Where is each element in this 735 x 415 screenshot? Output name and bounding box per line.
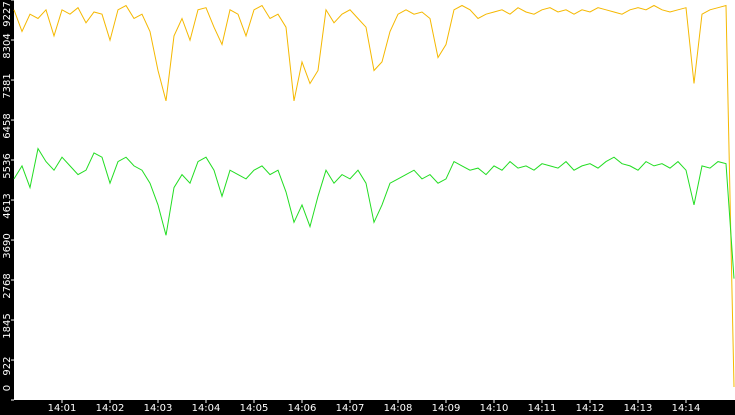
- y-tick-label: 922: [2, 356, 13, 375]
- x-tick-label: 14:03: [144, 403, 173, 414]
- y-tick-label: 8304: [2, 33, 13, 58]
- y-tick-label: 1845: [2, 313, 13, 338]
- y-tick-label: 5536: [2, 153, 13, 178]
- x-tick-label: 14:09: [432, 403, 461, 414]
- y-tick-label: 0: [2, 385, 13, 391]
- x-tick-label: 14:11: [528, 403, 557, 414]
- y-tick-label: 2768: [2, 273, 13, 298]
- x-tick-label: 14:10: [480, 403, 509, 414]
- x-tick-label: 14:12: [576, 403, 605, 414]
- y-axis-strip: [0, 0, 14, 415]
- series-line: [13, 4, 735, 388]
- series-line: [13, 147, 735, 279]
- y-tick-label: 9227: [2, 1, 13, 26]
- y-tick-label: 3690: [2, 233, 13, 258]
- x-tick-label: 14:08: [384, 403, 413, 414]
- y-tick-label: 4613: [2, 193, 13, 218]
- x-tick-label: 14:06: [288, 403, 317, 414]
- x-axis-strip: [0, 400, 735, 415]
- x-tick-label: 14:13: [624, 403, 653, 414]
- x-tick-label: 14:02: [96, 403, 125, 414]
- y-tick-label: 6458: [2, 113, 13, 138]
- x-tick-label: 14:04: [192, 403, 221, 414]
- x-tick-label: 14:07: [336, 403, 365, 414]
- y-tick-label: 7381: [2, 73, 13, 98]
- x-tick-label: 14:01: [48, 403, 77, 414]
- x-tick-label: 14:14: [672, 403, 701, 414]
- x-tick-label: 14:05: [240, 403, 269, 414]
